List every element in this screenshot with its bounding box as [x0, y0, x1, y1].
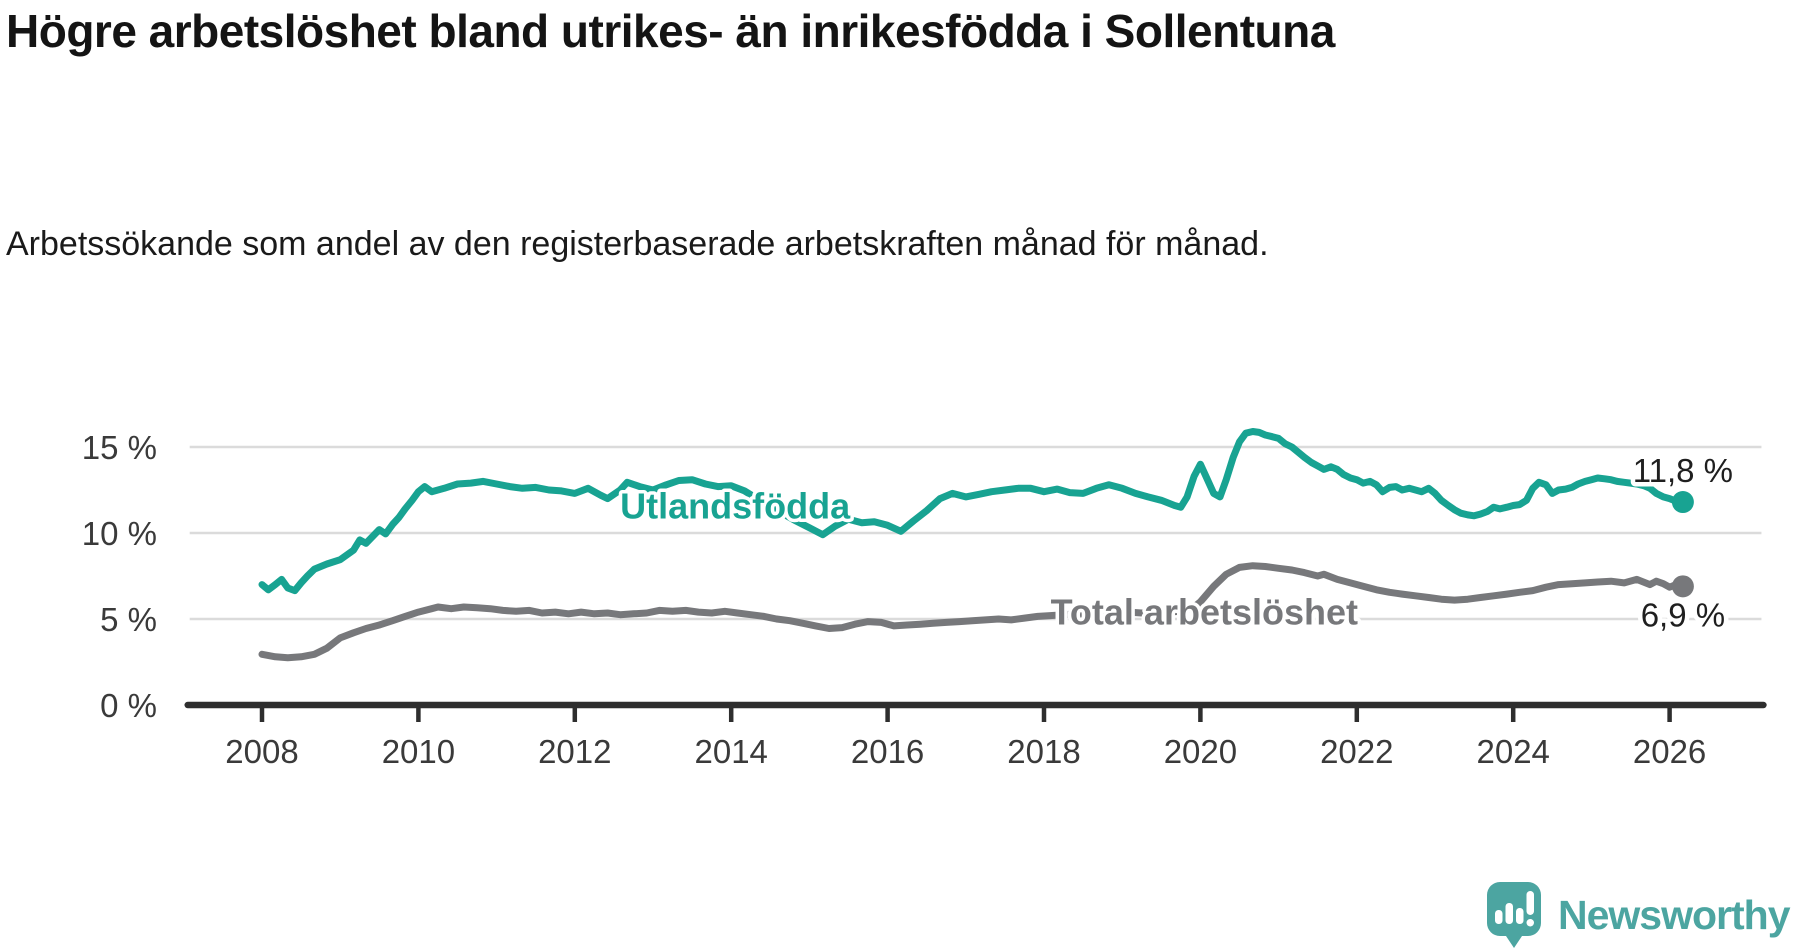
x-axis-label: 2020	[1164, 733, 1237, 770]
x-axis-label: 2016	[851, 733, 924, 770]
y-axis-label: 10 %	[82, 515, 157, 552]
end-value-label-total-arbetsloshet: 6,9 %	[1641, 596, 1725, 633]
x-axis-label: 2018	[1007, 733, 1080, 770]
series-end-dot-utlandsfodda	[1671, 491, 1694, 514]
newsworthy-logo: Newsworthy	[1486, 882, 1790, 948]
series-lines	[258, 428, 1687, 662]
x-axis-label: 2012	[538, 733, 611, 770]
series-line-utlandsfodda	[258, 428, 1687, 595]
newsworthy-wordmark: Newsworthy	[1558, 891, 1790, 938]
x-axis-label: 2024	[1476, 733, 1549, 770]
series-label-total-arbetsloshet: Total arbetslöshet	[1051, 591, 1358, 632]
chart-subtitle: Arbetssökande som andel av den registerb…	[6, 225, 1269, 263]
x-axis-label: 2010	[382, 733, 455, 770]
y-axis-label: 5 %	[100, 601, 157, 638]
x-axis-label: 2026	[1633, 733, 1706, 770]
x-axis-label: 2014	[694, 733, 767, 770]
y-axis-label: 15 %	[82, 429, 157, 466]
x-axis: 2008 2010 2012 2014 2016 2018 2020 2022 2024 2026	[184, 701, 1767, 770]
series-line-total-arbetsloshet	[258, 562, 1687, 662]
series-label-utlandsfodda: Utlandsfödda	[620, 485, 851, 526]
y-axis-label: 0 %	[100, 687, 157, 724]
chart-title: Högre arbetslöshet bland utrikes- än inr…	[6, 5, 1335, 57]
end-value-label-utlandsfodda: 11,8 %	[1633, 452, 1733, 489]
x-axis-label: 2022	[1320, 733, 1393, 770]
x-axis-label: 2008	[225, 733, 298, 770]
chart-labels: 0 % 5 % 10 % 15 % Total arbetslöshet 6,9 % Utl…	[82, 429, 1738, 724]
newsworthy-logo-icon	[1487, 882, 1541, 948]
series-end-dot-total-arbetsloshet	[1671, 575, 1694, 598]
